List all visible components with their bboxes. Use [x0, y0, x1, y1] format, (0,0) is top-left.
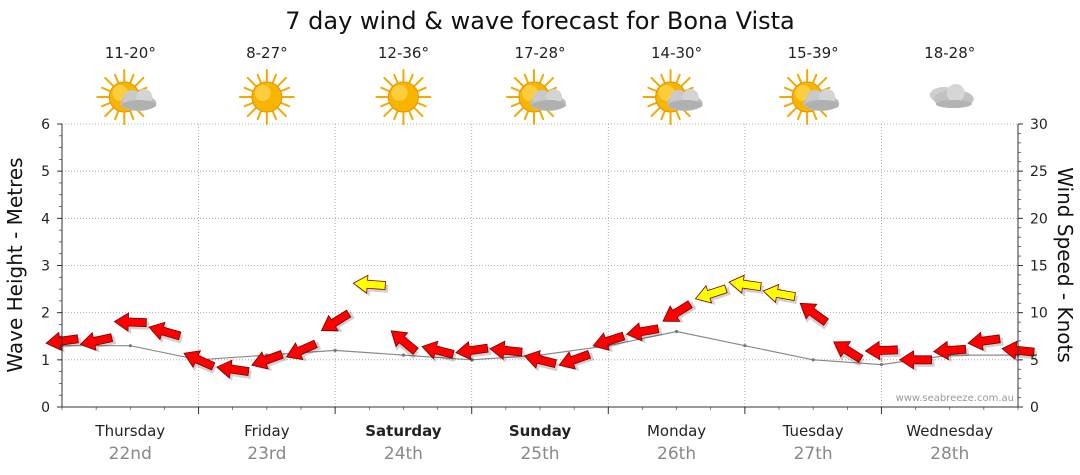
wind-arrow: [455, 340, 492, 363]
temperature-label: 8-27°: [246, 44, 288, 62]
partly-cloudy-icon: [506, 69, 566, 125]
right-tick-label: 15: [1030, 259, 1048, 275]
wind-arrow: [558, 350, 595, 371]
wave-height-point: [401, 353, 406, 357]
temperature-label: 17-28°: [514, 44, 565, 62]
date-label: 26th: [657, 444, 696, 464]
wind-arrow: [148, 321, 183, 344]
date-label: 22nd: [109, 444, 152, 464]
temperature-label: 14-30°: [651, 44, 702, 62]
day-label: Friday: [244, 422, 290, 440]
temperature-label: 15-39°: [788, 44, 839, 62]
left-tick-label: 4: [41, 211, 50, 227]
wind-arrow: [489, 340, 525, 363]
wind-arrow: [833, 341, 864, 367]
wave-height-point: [743, 344, 747, 348]
left-tick-label: 0: [41, 400, 50, 416]
date-label: 27th: [794, 444, 833, 464]
day-label: Monday: [647, 422, 706, 440]
day-label: Thursday: [94, 422, 165, 440]
wave-height-point: [128, 344, 132, 348]
temperature-label: 11-20°: [105, 44, 156, 62]
partly-cloudy-icon: [96, 69, 157, 125]
wave-height-point: [879, 362, 884, 367]
left-tick-label: 5: [41, 164, 50, 180]
date-label: 23rd: [247, 444, 286, 464]
cloudy-icon: [929, 84, 974, 108]
wind-arrow: [967, 331, 1004, 353]
right-tick-label: 10: [1030, 306, 1048, 322]
right-axis-label: Wind Speed - Knots: [1053, 167, 1077, 363]
wind-arrow: [45, 331, 82, 353]
partly-cloudy-icon: [642, 69, 703, 125]
day-label: Tuesday: [782, 422, 844, 440]
wind-arrow: [216, 359, 252, 382]
right-tick-label: 0: [1030, 400, 1039, 416]
wind-arrow: [183, 350, 217, 374]
partly-cloudy-icon: [779, 69, 840, 125]
wind-arrow: [352, 274, 389, 297]
wind-arrow: [694, 284, 731, 305]
wind-arrow: [251, 350, 288, 371]
temperature-label: 18-28°: [924, 44, 975, 62]
source-credit: www.seabreeze.com.au: [896, 393, 1014, 404]
wave-height-point: [811, 358, 815, 362]
day-label: Sunday: [509, 422, 572, 440]
wind-arrow: [898, 350, 935, 372]
wind-arrow: [728, 274, 764, 297]
wind-arrow: [421, 340, 457, 363]
wind-arrow: [285, 339, 322, 361]
chart-title: 7 day wind & wave forecast for Bona Vist…: [285, 7, 795, 35]
wind-arrow: [320, 309, 355, 332]
wind-arrow: [625, 322, 663, 344]
left-tick-label: 2: [41, 306, 50, 322]
temperature-label: 12-36°: [378, 44, 429, 62]
date-label: 24th: [384, 444, 423, 464]
wind-arrow: [864, 340, 901, 363]
sunny-icon: [238, 69, 295, 125]
wind-arrow: [799, 302, 830, 330]
wave-height-point: [333, 348, 337, 352]
right-tick-label: 5: [1030, 353, 1039, 369]
right-tick-label: 30: [1030, 117, 1048, 133]
right-tick-label: 25: [1030, 164, 1048, 180]
wind-arrow: [662, 300, 697, 323]
wind-arrow: [933, 340, 970, 363]
wind-arrow: [592, 331, 629, 353]
wind-arrow: [79, 331, 117, 353]
wind-arrow: [390, 330, 419, 359]
day-label: Wednesday: [906, 422, 993, 440]
wind-arrow: [762, 283, 798, 306]
right-tick-label: 20: [1030, 211, 1048, 227]
wind-arrow: [113, 312, 150, 335]
left-tick-label: 3: [41, 259, 50, 275]
wave-height-point: [674, 329, 679, 334]
left-tick-label: 1: [41, 353, 50, 369]
date-label: 28th: [930, 444, 969, 464]
wind-arrow: [523, 349, 559, 372]
left-tick-label: 6: [41, 117, 50, 133]
sunny-icon: [375, 69, 432, 125]
date-label: 25th: [520, 444, 559, 464]
day-label: Saturday: [365, 422, 442, 440]
left-axis-label: Wave Height - Metres: [3, 157, 27, 372]
